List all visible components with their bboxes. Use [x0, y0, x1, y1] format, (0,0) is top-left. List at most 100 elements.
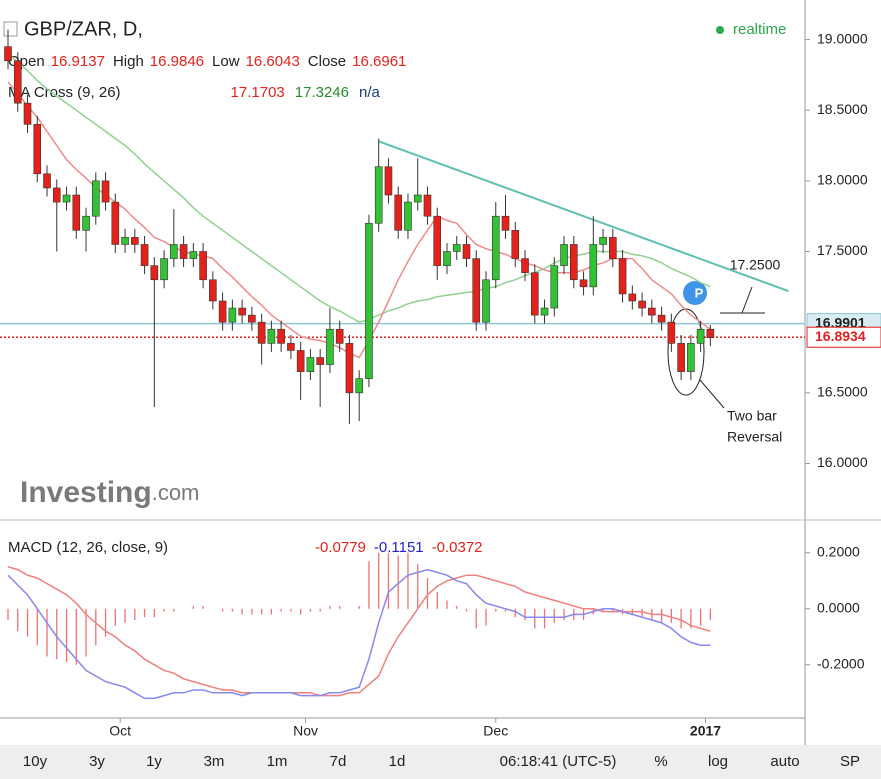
- candle-body: [433, 215, 442, 266]
- range-button[interactable]: 1y: [146, 753, 162, 770]
- candle-body: [589, 244, 598, 288]
- ohlc-label: Low: [212, 53, 240, 70]
- candle-body: [267, 328, 276, 344]
- event-marker-text: P: [695, 285, 704, 300]
- range-button[interactable]: 3y: [89, 753, 105, 770]
- candle-body: [228, 307, 237, 323]
- range-button[interactable]: 1m: [267, 753, 288, 770]
- ohlc-value: 16.9846: [150, 53, 204, 70]
- candle-body: [189, 251, 198, 259]
- candle-body: [550, 265, 559, 309]
- candle-body: [52, 187, 61, 203]
- candle-body: [628, 293, 637, 302]
- annotation: Two bar: [727, 408, 777, 424]
- y-tick-label: 0.2000: [817, 544, 860, 560]
- candle-body: [355, 378, 363, 394]
- macd-value: -0.1151: [374, 539, 424, 556]
- price-tag: [806, 326, 881, 348]
- candle-body: [238, 307, 246, 316]
- candle-body: [248, 314, 256, 323]
- watermark-brand: Investing: [20, 476, 152, 509]
- candle-body: [150, 265, 159, 281]
- candle-body: [511, 230, 520, 259]
- candle-body: [287, 343, 295, 351]
- price-tag-label: 16.9901: [815, 314, 866, 330]
- candle-body: [365, 222, 373, 379]
- range-button[interactable]: 7d: [330, 753, 347, 770]
- candle-body: [462, 244, 471, 259]
- candle-body: [326, 328, 334, 365]
- option-button[interactable]: SP: [840, 753, 860, 770]
- candle-body: [199, 251, 207, 281]
- candle-body: [140, 244, 149, 266]
- candle-body: [667, 321, 676, 344]
- ohlc-value: 16.9137: [51, 53, 105, 70]
- candle-body: [170, 244, 178, 259]
- candle-body: [62, 194, 71, 203]
- candle-body: [374, 166, 383, 224]
- candle-body: [560, 244, 568, 266]
- price-tag-label: 16.8934: [815, 328, 866, 344]
- option-button[interactable]: %: [654, 753, 667, 770]
- signal-line: [7, 566, 711, 697]
- range-button[interactable]: 3m: [204, 753, 225, 770]
- candle-body: [121, 237, 129, 245]
- toolbar: [0, 745, 881, 779]
- candle-body: [384, 166, 393, 196]
- candle-body: [443, 251, 451, 266]
- y-tick-label: 19.0000: [817, 30, 868, 46]
- annotation-line: [741, 286, 753, 314]
- y-tick-label: 18.0000: [817, 172, 868, 188]
- candle-body: [423, 194, 432, 217]
- range-button[interactable]: 10y: [23, 753, 48, 770]
- reversal-ellipse: [667, 308, 705, 396]
- candle-body: [306, 357, 315, 372]
- candle-body: [4, 46, 12, 62]
- candle-body: [687, 343, 695, 372]
- y-tick-label: 17.5000: [817, 242, 868, 258]
- candle-body: [570, 244, 578, 281]
- realtime-label: realtime: [733, 21, 786, 38]
- candle-body: [413, 194, 422, 203]
- candle-body: [296, 350, 305, 372]
- watermark-suffix: .com: [152, 480, 200, 505]
- ohlc-value: 16.6961: [352, 53, 406, 70]
- candle-body: [277, 328, 285, 344]
- candle-body: [91, 180, 100, 217]
- realtime-dot: [716, 26, 724, 34]
- annotation: 17.2500: [730, 257, 781, 273]
- x-tick-label: Dec: [483, 723, 508, 739]
- macd-value: -0.0372: [432, 539, 483, 556]
- candle-body: [43, 173, 51, 189]
- candle-body: [257, 321, 266, 344]
- range-button[interactable]: 1d: [389, 753, 406, 770]
- option-button[interactable]: auto: [770, 753, 799, 770]
- ohlc-value: 16.6043: [246, 53, 300, 70]
- indicator-value: 17.1703: [231, 84, 285, 101]
- candle-body: [33, 124, 42, 175]
- candle-body: [638, 300, 646, 309]
- collapse-icon[interactable]: [3, 21, 18, 37]
- candle-body: [209, 279, 217, 302]
- ohlc-label: Close: [308, 53, 346, 70]
- chart-title: GBP/ZAR, D,: [24, 18, 143, 40]
- candle-body: [677, 343, 685, 372]
- candle-body: [491, 215, 500, 281]
- candle-body: [218, 300, 227, 323]
- y-tick-label: 16.5000: [817, 384, 868, 400]
- candle-body: [316, 357, 324, 365]
- candle-body: [696, 328, 705, 344]
- candle-body: [179, 244, 188, 259]
- event-marker[interactable]: [683, 281, 707, 305]
- clock: 06:18:41 (UTC-5): [500, 753, 617, 770]
- watermark: Investing.com: [20, 476, 199, 509]
- indicator-name: MA Cross (9, 26): [8, 84, 121, 101]
- option-button[interactable]: log: [708, 753, 728, 770]
- y-tick-label: 16.0000: [817, 454, 868, 470]
- candle-body: [618, 258, 627, 295]
- candle-body: [609, 237, 617, 259]
- candle-body: [345, 343, 354, 394]
- candle-body: [599, 237, 607, 245]
- annotation: Reversal: [727, 429, 782, 445]
- candle-body: [501, 215, 510, 231]
